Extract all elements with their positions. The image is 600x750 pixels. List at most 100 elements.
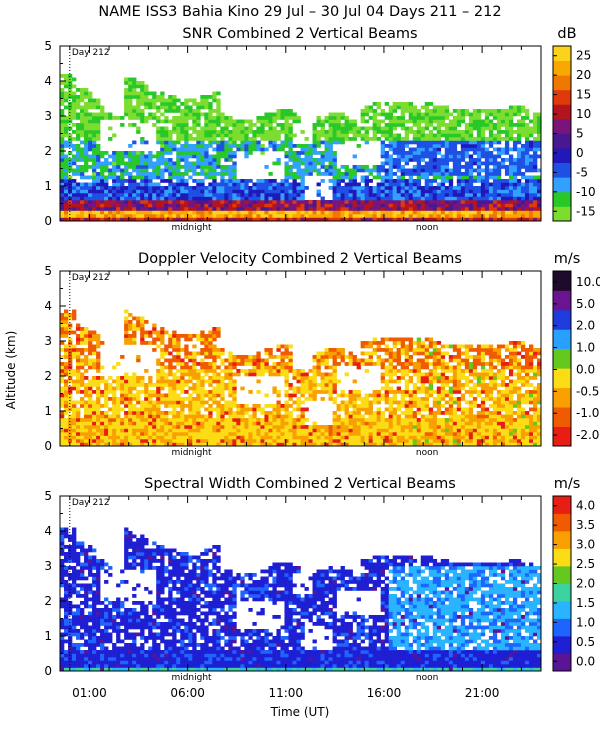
snr-cell [520,217,526,222]
snr-cell [292,200,297,204]
snr-cell [392,172,397,176]
doppler-cell [344,428,349,433]
doppler-cell [272,372,277,377]
doppler-cell [164,397,169,401]
snr-cell [320,207,325,211]
doppler-cell [72,330,77,335]
snr-cell [424,168,430,173]
doppler-cell [260,428,265,433]
snr-cell [280,126,285,131]
snr-cell [168,165,173,169]
doppler-cell [252,365,257,370]
doppler-cell [144,421,149,426]
doppler-cell [224,418,229,422]
snr-cell [496,130,502,134]
doppler-cell [188,404,193,408]
snr-cell [492,165,498,169]
snr-cell [456,182,462,187]
snr-cell [164,214,169,218]
snr-cell [472,214,478,218]
doppler-cell [152,330,157,335]
doppler-cell [272,421,277,426]
snr-cell [368,126,373,131]
snr-cell [464,154,470,159]
snr-cell [252,147,257,152]
snr-cell [448,207,454,211]
snr-cell [416,161,422,166]
doppler-cell [176,376,181,380]
snr-cell [448,217,454,222]
doppler-cell [232,393,237,398]
snr-cell [380,189,385,194]
snr-cell [296,200,301,204]
snr-cell [276,158,281,162]
snr-cell [176,116,181,120]
snr-cell [352,172,357,176]
snr-cell [96,217,101,222]
snr-cell [476,161,482,166]
doppler-cell [124,390,129,394]
snr-cell [444,109,450,113]
snr-cell [132,214,137,218]
snr-cell [264,186,269,190]
doppler-cell [276,418,281,422]
doppler-cell [148,421,153,426]
doppler-cell [60,316,65,321]
doppler-cell [304,428,309,433]
snr-cell [348,193,353,197]
snr-cell [476,123,482,127]
snr-cell [420,116,426,120]
snr-cell [360,214,365,218]
snr-cell [92,200,97,204]
snr-cell [160,137,165,141]
doppler-cell [208,442,213,447]
snr-cell [160,133,165,138]
doppler-cell [68,316,73,321]
doppler-cell [192,355,197,359]
snr-cell [320,172,325,176]
snr-cell [60,81,65,85]
snr-cell [380,196,385,201]
snr-cell [332,217,337,222]
doppler-cell [292,442,297,447]
snr-cell [420,203,426,208]
snr-cell [432,189,438,194]
snr-cell [172,123,177,127]
snr-cell [392,207,397,211]
doppler-cell [176,379,181,384]
snr-cell [172,165,177,169]
snr-cell [284,210,289,215]
doppler-cell [340,400,345,405]
snr-cell [268,172,273,176]
doppler-cell [152,411,157,415]
snr-cell [408,172,414,176]
doppler-cell [72,400,77,405]
snr-cell [316,144,321,148]
doppler-cell [288,418,293,422]
doppler-cell [152,400,157,405]
snr-cell [88,203,93,208]
snr-cell [164,200,169,204]
doppler-cell [128,397,133,401]
doppler-cell [252,362,257,366]
snr-cell [524,189,530,194]
doppler-cell [132,393,137,398]
snr-cell [176,196,181,201]
snr-cell [152,116,157,120]
doppler-cell [232,414,237,419]
snr-cell [520,186,526,190]
doppler-cell [288,428,293,433]
snr-cell [136,200,141,204]
doppler-cell [248,355,253,359]
snr-cell [328,112,333,117]
doppler-cell [72,404,77,408]
doppler-cell [272,411,277,415]
snr-cell [208,189,213,194]
doppler-cell [196,393,201,398]
snr-cell [176,123,181,127]
doppler-cell [288,358,293,363]
snr-cell [452,165,458,169]
doppler-cell [172,425,177,429]
doppler-cell [164,344,169,349]
snr-cell [96,186,101,190]
